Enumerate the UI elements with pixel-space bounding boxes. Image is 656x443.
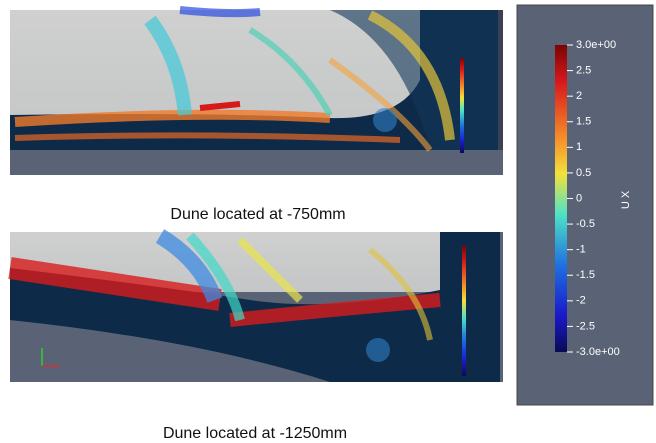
panel-caption: Dune located at -1250mm (163, 425, 347, 442)
colorbar-tick-label: -0.5 (576, 218, 595, 230)
colorbar (555, 45, 567, 352)
colorbar-tick-label: 3.0e+00 (576, 39, 616, 51)
colorbar-tick-label: 1 (576, 141, 582, 153)
page: {"figure": { "panels": [ {"caption": "Du… (0, 0, 656, 443)
colorbar-tick-label: 1.5 (576, 116, 591, 128)
colorbar-tick-label: 2.5 (576, 64, 591, 76)
colorbar-tick-label: 2 (576, 90, 582, 102)
flow-panel-bottom (10, 232, 503, 382)
colorbar-tick-label: -2.5 (576, 320, 595, 332)
colorbar-tick-label: 0 (576, 192, 582, 204)
flow-panel-top (10, 10, 503, 175)
colorbar-tick-label: -2 (576, 295, 586, 307)
figure: Dune located at -750mm Dune located at -… (0, 0, 656, 443)
colorbar-label: U X (620, 190, 632, 209)
panel-caption: Dune located at -750mm (170, 206, 345, 223)
colorbar-tick-label: -1 (576, 244, 586, 256)
colorbar-panel: U X 3.0e+00 2.5 2 1.5 1 0.5 0 -0.5 -1 -1.5 -2 -2.5 -… (517, 5, 653, 405)
colorbar-tick-label: -3.0e+00 (576, 346, 620, 358)
colorbar-tick-label: 0.5 (576, 167, 591, 179)
colorbar-tick-label: -1.5 (576, 269, 595, 281)
